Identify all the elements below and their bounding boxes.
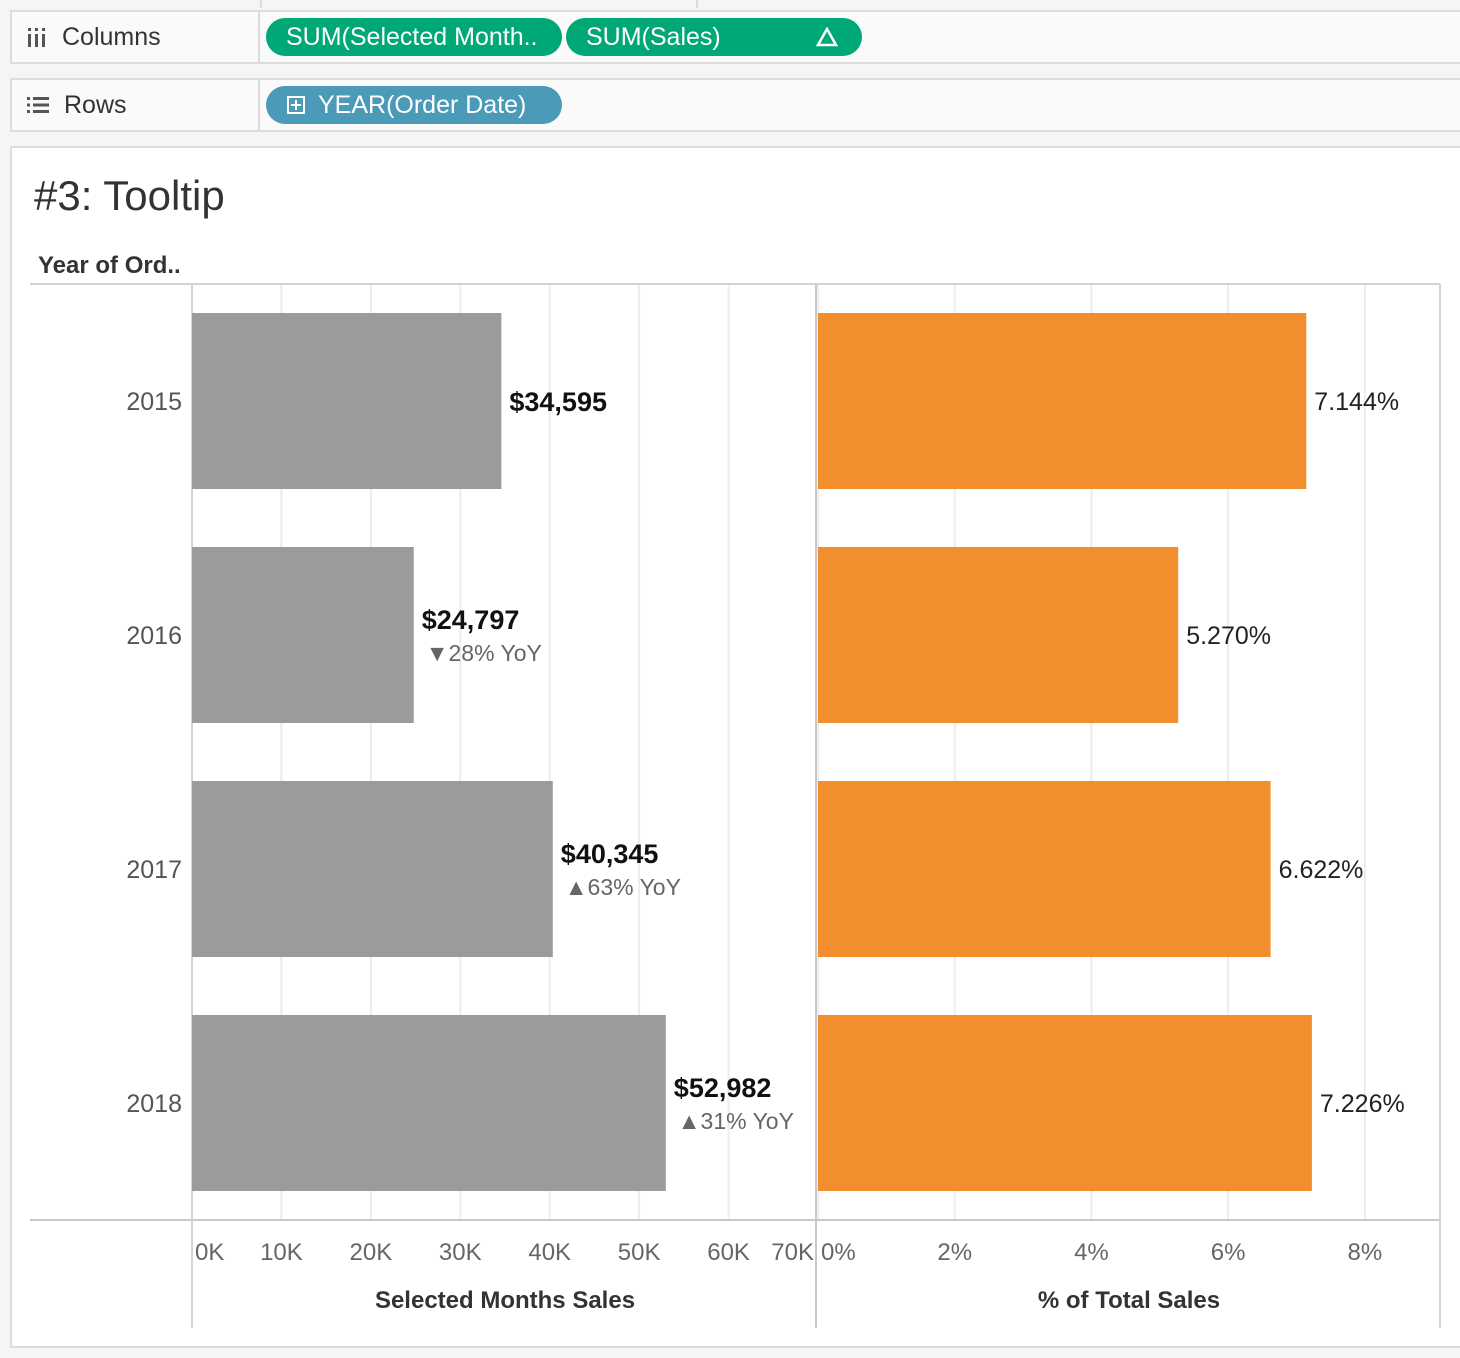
bar-value-label: $40,345	[561, 839, 659, 869]
bar-value-label: $52,982	[674, 1073, 772, 1103]
x-tick-label: 50K	[618, 1239, 661, 1266]
year-label: 2017	[126, 856, 182, 884]
x-tick-label: 6%	[1211, 1239, 1246, 1266]
yoy-label: ▲31% YoY	[678, 1108, 794, 1134]
worksheet: #3: Tooltip Year of Ord.. 2015 $34,595 7.1…	[10, 146, 1460, 1348]
x-tick-label: 30K	[439, 1239, 482, 1266]
x-tick-label: 60K	[707, 1239, 750, 1266]
x-axis-title: Selected Months Sales	[375, 1287, 635, 1314]
x-tick-label: 70K	[771, 1239, 814, 1266]
bar-percent-total-sales	[818, 781, 1271, 957]
pill-selected-months-sales[interactable]: SUM(Selected Month..	[266, 18, 562, 56]
bar-value-label: 5.270%	[1186, 622, 1271, 650]
x-tick-label: 2%	[937, 1239, 972, 1266]
pill-sum-sales[interactable]: SUM(Sales)	[566, 18, 862, 56]
bar-value-label: $24,797	[422, 605, 520, 635]
bar-percent-total-sales	[818, 547, 1179, 723]
triangle-delta-icon	[816, 27, 838, 47]
bar-percent-total-sales	[818, 1015, 1312, 1191]
bar-selected-months-sales	[192, 781, 553, 957]
bar-percent-total-sales	[818, 313, 1307, 489]
x-tick-label: 8%	[1347, 1239, 1382, 1266]
x-tick-label: 0%	[821, 1239, 856, 1266]
top-divider	[696, 0, 698, 8]
columns-label: Columns	[62, 22, 161, 51]
columns-shelf[interactable]: Columns SUM(Selected Month.. SUM(Sales)	[10, 10, 1460, 64]
rows-label: Rows	[64, 90, 127, 119]
x-tick-label: 0K	[195, 1239, 224, 1266]
top-divider	[260, 0, 262, 8]
plus-box-icon	[287, 96, 305, 114]
bar-value-label: 7.226%	[1320, 1090, 1405, 1118]
rows-shelf[interactable]: Rows YEAR(Order Date)	[10, 78, 1460, 132]
x-tick-label: 10K	[260, 1239, 303, 1266]
yoy-label: ▲63% YoY	[565, 874, 681, 900]
pill-label: SUM(Selected Month..	[286, 22, 538, 51]
rows-icon	[27, 97, 49, 113]
pill-label: SUM(Sales)	[586, 22, 721, 51]
pill-year-order-date[interactable]: YEAR(Order Date)	[266, 86, 562, 124]
bar-selected-months-sales	[192, 547, 414, 723]
x-axis-title: % of Total Sales	[1038, 1287, 1220, 1314]
sheet-title: #3: Tooltip	[34, 172, 225, 219]
x-tick-label: 20K	[350, 1239, 393, 1266]
x-tick-label: 4%	[1074, 1239, 1109, 1266]
columns-icon	[28, 28, 45, 47]
year-label: 2016	[126, 622, 182, 650]
bar-value-label: 6.622%	[1279, 856, 1364, 884]
columns-shelf-label: Columns	[12, 12, 260, 62]
yoy-label: ▼28% YoY	[426, 640, 542, 666]
row-header-year[interactable]: Year of Ord..	[38, 252, 181, 279]
bar-chart: 2015 $34,595 7.144% 2016 $24,797 ▼28% YoY 5.27…	[30, 283, 1441, 1328]
bar-value-label: 7.144%	[1314, 388, 1399, 416]
bar-value-label: $34,595	[509, 387, 607, 417]
bar-selected-months-sales	[192, 1015, 666, 1191]
year-label: 2015	[126, 388, 182, 416]
bar-selected-months-sales	[192, 313, 502, 489]
x-tick-label: 40K	[528, 1239, 571, 1266]
year-label: 2018	[126, 1090, 182, 1118]
rows-shelf-label: Rows	[12, 80, 260, 130]
pill-label: YEAR(Order Date)	[318, 90, 527, 119]
